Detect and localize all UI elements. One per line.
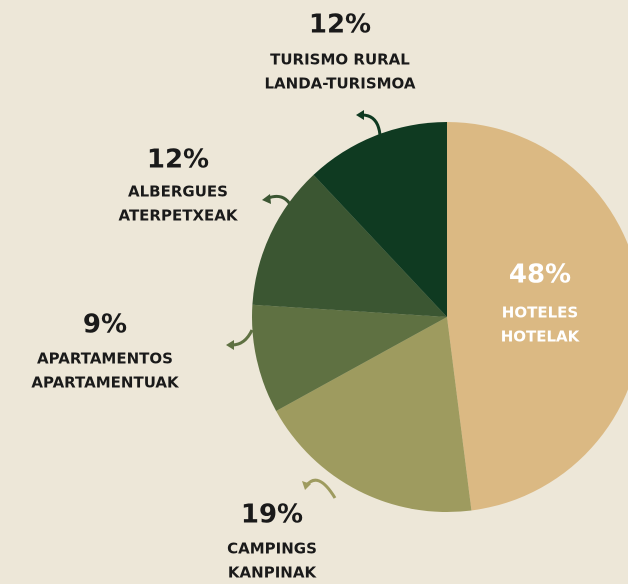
arrow-head (356, 110, 364, 120)
category-label: APARTAMENTOS (37, 350, 173, 368)
arrow (231, 329, 254, 347)
value-label: 19% (241, 500, 303, 530)
arrow-head (262, 194, 271, 204)
arrow-head (302, 481, 311, 490)
slice (252, 174, 447, 317)
slice (276, 317, 472, 512)
category-label: APARTAMENTUAK (31, 374, 180, 392)
slice (447, 122, 628, 511)
value-label: 12% (147, 145, 209, 175)
category-label: HOTELES (502, 304, 578, 322)
arrow (304, 478, 337, 499)
value-label: 12% (309, 10, 371, 40)
arrow-head (226, 340, 234, 350)
value-label: 48% (509, 260, 571, 290)
arrow (361, 113, 382, 136)
category-label: KANPINAK (228, 564, 318, 582)
category-label: LANDA-TURISMOA (264, 75, 415, 93)
category-label: CAMPINGS (227, 540, 317, 558)
category-label: HOTELAK (501, 328, 581, 346)
category-label: ATERPETXEAK (119, 207, 239, 225)
category-label: TURISMO RURAL (270, 51, 410, 69)
category-label: ALBERGUES (128, 183, 228, 201)
slice (252, 304, 447, 411)
value-label: 9% (83, 310, 127, 340)
slice (313, 122, 447, 317)
